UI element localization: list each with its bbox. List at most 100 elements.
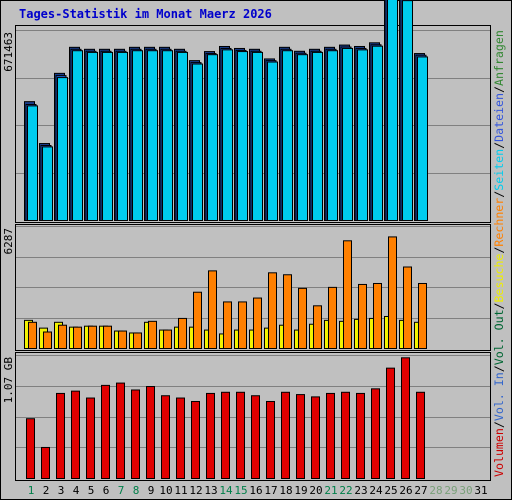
bar-rechner-day-22 [343,240,352,349]
bar-volumen-day-2 [41,446,50,479]
x-tick-label-day-3: 3 [58,484,65,497]
bar-rechner-day-1 [28,321,37,350]
bar-volumen-day-20 [311,396,320,479]
x-tick-label-day-11: 11 [174,484,187,497]
bar-seiten-day-4 [72,50,83,222]
legend-entry-vol-in: Vol. In [492,372,506,421]
legend-entry-besuche: Besuche [492,254,506,303]
x-tick-label-day-7: 7 [118,484,125,497]
bar-volumen-day-23 [356,392,365,479]
x-tick-label-day-6: 6 [103,484,110,497]
bar-rechner-day-10 [163,329,172,349]
bar-seiten-day-12 [192,63,203,222]
bar-seiten-day-7 [117,51,128,222]
bar-rechner-day-7 [118,330,127,350]
bar-volumen-day-21 [326,392,335,479]
x-tick-label-day-5: 5 [88,484,95,497]
x-tick-label-day-26: 26 [399,484,412,497]
x-tick-label-day-22: 22 [339,484,352,497]
bar-rechner-day-11 [178,317,187,349]
bar-seiten-day-1 [27,105,38,221]
x-tick-label-day-10: 10 [159,484,172,497]
bar-rechner-day-6 [103,325,112,350]
x-tick-label-day-17: 17 [264,484,277,497]
bar-volumen-day-7 [116,382,125,479]
bar-volumen-day-18 [281,391,290,479]
bar-rechner-day-19 [298,287,307,349]
bar-seiten-day-9 [147,50,158,222]
bar-rechner-day-24 [373,282,382,349]
y-axis-max-label: 1.07 GB [2,357,15,404]
bar-volumen-day-13 [206,392,215,479]
bar-seiten-day-11 [177,51,188,222]
bar-volumen-day-1 [26,418,35,480]
x-tick-label-day-29: 29 [444,484,457,497]
bar-volumen-day-14 [221,391,230,479]
y-axis-max-label: 671463 [2,32,15,72]
legend-entry-separator: / [492,302,506,309]
x-tick-label-day-12: 12 [189,484,202,497]
bar-volumen-day-24 [371,388,380,480]
bar-rechner-day-18 [283,274,292,349]
legend-entry-anfragen: Anfragen [492,30,506,86]
panel-middle: 6287 [2,224,491,351]
x-tick-label-day-13: 13 [204,484,217,497]
legend-entry-rechner: Rechner [492,198,506,247]
legend-entry-volumen: Volumen [492,428,506,477]
bar-seiten-day-5 [87,51,98,222]
bar-rechner-day-26 [403,266,412,349]
x-tick-label-day-25: 25 [384,484,397,497]
x-tick-label-day-8: 8 [133,484,140,497]
x-tick-label-day-16: 16 [249,484,262,497]
bar-rechner-day-8 [133,332,142,349]
bar-rechner-day-12 [193,291,202,350]
bar-rechner-day-16 [253,297,262,350]
bar-volumen-day-27 [416,391,425,479]
legend-entry-separator: / [492,421,506,428]
bar-volumen-day-9 [146,386,155,479]
panel-bottom: 1.07 GB [2,352,491,481]
x-tick-label-day-30: 30 [459,484,472,497]
bar-seiten-day-2 [42,146,53,221]
right-legend: Volumen/Vol. In/Vol. Out/Besuche/Rechner… [492,30,506,477]
bar-rechner-day-25 [388,236,397,349]
bar-rechner-day-27 [418,282,427,349]
bar-rechner-day-2 [43,331,52,349]
bar-rechner-day-9 [148,320,157,349]
bar-seiten-day-14 [222,49,233,222]
bar-seiten-day-3 [57,77,68,221]
x-tick-label-day-19: 19 [294,484,307,497]
x-tick-label-day-15: 15 [234,484,247,497]
bar-seiten-day-10 [162,50,173,222]
bar-seiten-day-21 [327,50,338,222]
x-tick-label-day-18: 18 [279,484,292,497]
bar-volumen-day-4 [71,390,80,480]
x-tick-label-day-9: 9 [148,484,155,497]
y-axis-max-label: 6287 [2,228,15,255]
bar-seiten-day-20 [312,51,323,222]
x-tick-label-day-20: 20 [309,484,322,497]
bar-volumen-day-16 [251,395,260,479]
legend-entry-seiten: Seiten [492,149,506,191]
bar-rechner-day-23 [358,283,367,350]
legend-entry-separator: / [492,365,506,372]
bar-seiten-day-8 [132,50,143,222]
bar-volumen-day-6 [101,384,110,479]
bar-seiten-day-27 [417,56,428,221]
bar-seiten-day-26 [402,0,413,221]
x-tick-label-day-2: 2 [43,484,50,497]
x-tick-label-day-28: 28 [429,484,442,497]
bar-volumen-day-3 [56,392,65,479]
x-tick-label-day-1: 1 [28,484,35,497]
bar-volumen-day-10 [161,395,170,479]
chart-title: Tages-Statistik im Monat Maerz 2026 [19,7,272,21]
bar-seiten-day-22 [342,47,353,221]
panel-top: 671463 [2,0,491,223]
legend-entry-vol-out: Vol. Out [492,309,506,365]
bar-rechner-day-20 [313,305,322,350]
legend-entry-separator: / [492,247,506,254]
bar-rechner-day-3 [58,324,67,350]
x-tick-label-day-27: 27 [414,484,427,497]
bar-volumen-day-17 [266,400,275,480]
